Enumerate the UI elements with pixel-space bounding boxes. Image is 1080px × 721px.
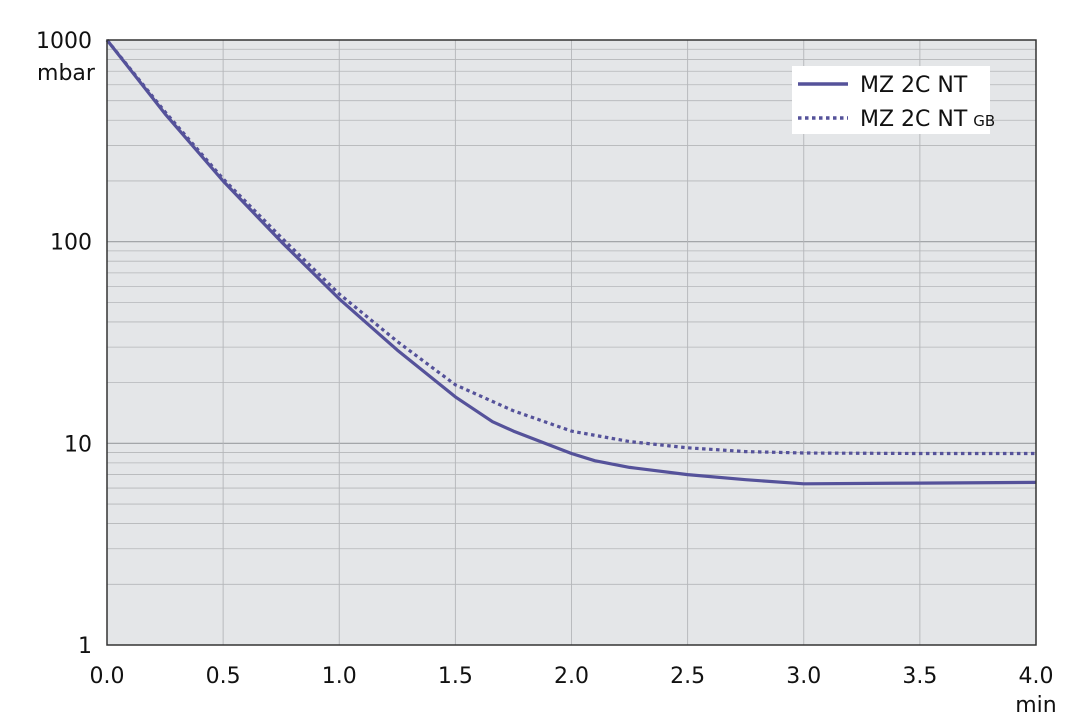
y-tick-label: 1000 bbox=[36, 29, 92, 54]
x-tick-label: 0.0 bbox=[90, 664, 125, 689]
x-tick-label: 2.5 bbox=[670, 664, 705, 689]
x-tick-label: 0.5 bbox=[206, 664, 241, 689]
legend-box bbox=[792, 66, 990, 134]
plot-frame bbox=[106, 39, 1037, 646]
x-tick-label: 3.0 bbox=[786, 664, 821, 689]
x-tick-labels: 0.0 0.5 1.0 1.5 2.0 2.5 3.0 3.5 4.0 bbox=[90, 664, 1054, 689]
x-tick-label: 1.5 bbox=[438, 664, 473, 689]
legend-label-series-1: MZ 2C NT bbox=[860, 73, 968, 98]
series-line-2 bbox=[105, 38, 1036, 456]
x-tick-label: 3.5 bbox=[902, 664, 937, 689]
grid bbox=[107, 40, 1036, 645]
y-tick-label: 10 bbox=[64, 432, 92, 457]
y-tick-label: 1 bbox=[78, 634, 92, 659]
y-unit-label: mbar bbox=[37, 61, 96, 86]
x-unit-label: min bbox=[1015, 693, 1057, 718]
series-lines bbox=[105, 38, 1037, 486]
series-line-1 bbox=[105, 39, 1037, 486]
legend-label-series-2: MZ 2C NT GB bbox=[860, 107, 995, 132]
legend: MZ 2C NT MZ 2C NT GB bbox=[792, 66, 995, 134]
y-tick-label: 100 bbox=[50, 231, 92, 256]
x-tick-label: 1.0 bbox=[322, 664, 357, 689]
x-tick-label: 2.0 bbox=[554, 664, 589, 689]
x-tick-label: 4.0 bbox=[1019, 664, 1054, 689]
y-tick-labels: 1 10 100 1000 bbox=[36, 29, 92, 659]
